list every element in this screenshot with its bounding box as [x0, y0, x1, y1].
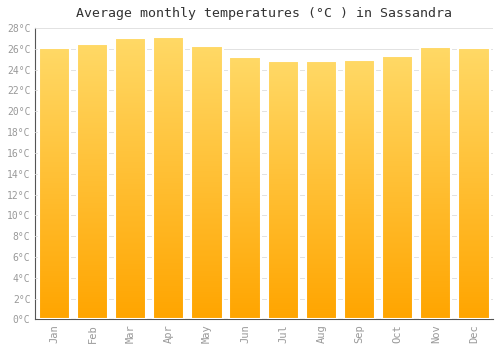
Bar: [115, 38, 146, 320]
Title: Average monthly temperatures (°C ) in Sassandra: Average monthly temperatures (°C ) in Sa…: [76, 7, 452, 20]
Bar: [420, 47, 452, 320]
Bar: [306, 61, 337, 320]
Bar: [382, 56, 414, 320]
Bar: [458, 48, 490, 320]
Bar: [230, 57, 260, 320]
Bar: [77, 44, 108, 320]
Bar: [38, 48, 70, 320]
Bar: [344, 60, 375, 320]
Bar: [153, 37, 184, 320]
Bar: [192, 46, 222, 320]
Bar: [268, 61, 299, 320]
